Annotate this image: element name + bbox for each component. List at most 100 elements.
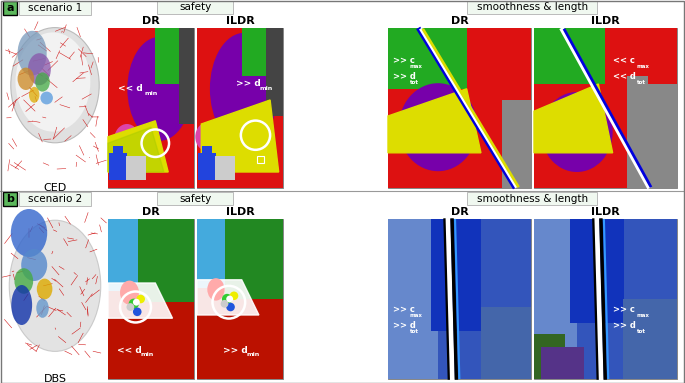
Bar [266, 28, 283, 116]
Bar [534, 28, 677, 188]
Ellipse shape [9, 220, 101, 351]
Bar [0, 0, 685, 191]
Text: min: min [140, 352, 154, 357]
Text: safety: safety [179, 3, 212, 13]
Bar [3, 209, 107, 369]
Text: DR: DR [451, 16, 469, 26]
Bar [109, 153, 127, 180]
Circle shape [133, 299, 140, 306]
Ellipse shape [11, 28, 99, 143]
Bar [388, 219, 531, 379]
Text: tot: tot [410, 80, 419, 85]
Bar [388, 28, 466, 89]
Bar [388, 28, 531, 188]
Text: DBS: DBS [44, 374, 66, 383]
Ellipse shape [37, 278, 52, 300]
Ellipse shape [11, 209, 47, 257]
Bar [534, 28, 677, 188]
Text: scenario 1: scenario 1 [28, 3, 82, 13]
Bar [0, 191, 685, 382]
Bar [3, 18, 107, 178]
FancyBboxPatch shape [158, 192, 234, 205]
Text: >> d: >> d [612, 321, 636, 330]
Ellipse shape [28, 53, 51, 85]
Text: >> c: >> c [393, 305, 415, 314]
Bar [257, 156, 264, 163]
Bar [481, 307, 531, 379]
FancyBboxPatch shape [467, 1, 597, 14]
Bar [138, 219, 194, 302]
Ellipse shape [36, 299, 49, 318]
Polygon shape [197, 280, 259, 315]
Bar [534, 28, 606, 84]
Text: max: max [410, 313, 423, 318]
Ellipse shape [16, 33, 90, 132]
Bar [388, 219, 531, 379]
Text: min: min [144, 91, 158, 96]
Text: tot: tot [637, 329, 646, 334]
Text: ILDR: ILDR [225, 16, 254, 26]
Bar [215, 156, 235, 180]
Bar [570, 219, 624, 323]
Text: min: min [260, 86, 273, 91]
Text: >> d: >> d [223, 346, 247, 355]
Bar [108, 291, 194, 379]
Polygon shape [201, 100, 279, 172]
Text: << d: << d [612, 72, 636, 81]
Ellipse shape [40, 92, 53, 105]
Bar [197, 28, 283, 188]
Text: DR: DR [142, 16, 160, 26]
Text: << d: << d [116, 346, 141, 355]
Text: >> d: >> d [393, 72, 416, 81]
Bar [179, 28, 194, 124]
Text: CED: CED [43, 183, 66, 193]
Bar [485, 28, 531, 188]
Bar [627, 76, 677, 188]
Text: >> c: >> c [612, 305, 634, 314]
Text: a: a [6, 3, 14, 13]
Bar [388, 28, 531, 188]
Bar [197, 219, 283, 379]
Bar [197, 219, 283, 288]
Circle shape [226, 303, 235, 311]
Ellipse shape [120, 281, 139, 304]
Ellipse shape [12, 285, 32, 325]
Text: smoothness & length: smoothness & length [477, 3, 588, 13]
Text: min: min [247, 352, 260, 357]
Ellipse shape [195, 123, 219, 151]
Bar [541, 347, 584, 379]
Text: ILDR: ILDR [591, 207, 620, 217]
Polygon shape [388, 89, 481, 153]
Text: scenario 2: scenario 2 [28, 194, 82, 204]
FancyBboxPatch shape [3, 1, 17, 15]
Text: >> d: >> d [236, 80, 260, 88]
FancyBboxPatch shape [19, 1, 91, 15]
FancyBboxPatch shape [467, 192, 597, 205]
Ellipse shape [18, 68, 34, 90]
Text: DR: DR [451, 207, 469, 217]
Bar [198, 153, 216, 180]
Circle shape [129, 299, 139, 309]
Bar [113, 146, 123, 154]
Text: >> c: >> c [393, 56, 415, 65]
FancyBboxPatch shape [158, 1, 234, 14]
Bar [225, 219, 283, 299]
Bar [108, 28, 194, 188]
Circle shape [226, 296, 233, 303]
Bar [108, 219, 194, 379]
Ellipse shape [21, 249, 47, 281]
Ellipse shape [399, 83, 477, 171]
Text: DR: DR [142, 207, 160, 217]
Bar [534, 219, 677, 379]
Text: tot: tot [637, 80, 646, 85]
Polygon shape [108, 121, 169, 172]
Polygon shape [108, 127, 164, 172]
Ellipse shape [127, 37, 192, 141]
Bar [108, 28, 194, 188]
Bar [242, 28, 283, 76]
Bar [502, 100, 531, 188]
Bar [155, 28, 194, 84]
Text: smoothness & length: smoothness & length [477, 193, 588, 203]
Ellipse shape [114, 124, 140, 156]
Bar [388, 219, 438, 379]
